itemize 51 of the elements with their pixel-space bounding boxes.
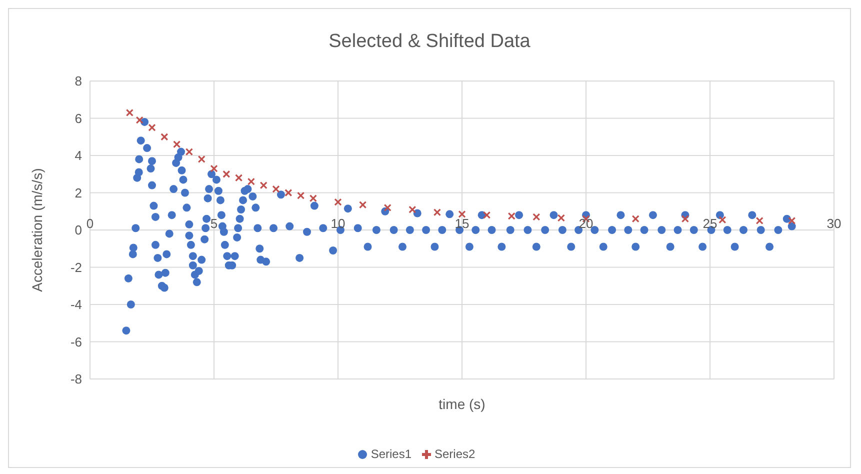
point bbox=[260, 182, 268, 190]
point bbox=[532, 213, 540, 221]
point bbox=[185, 148, 193, 156]
y-tick-label: 4 bbox=[74, 148, 82, 164]
y-tick-label: -2 bbox=[70, 260, 82, 275]
x-tick-label: 20 bbox=[578, 216, 594, 232]
point bbox=[136, 116, 144, 124]
point bbox=[173, 140, 181, 148]
point bbox=[284, 188, 292, 197]
y-tick-label: 8 bbox=[74, 74, 82, 89]
point bbox=[632, 215, 640, 223]
x-tick-label: 5 bbox=[210, 216, 218, 232]
point bbox=[718, 216, 726, 224]
chart-title: Selected & Shifted Data bbox=[328, 31, 532, 53]
x-tick-label: 15 bbox=[454, 216, 470, 232]
x-tick-label: 10 bbox=[330, 216, 346, 232]
y-tick-label: 6 bbox=[74, 110, 82, 126]
y-tick-label: -8 bbox=[70, 372, 82, 387]
point bbox=[198, 155, 206, 164]
y-axis-title: Acceleration (m/s/s) bbox=[28, 168, 45, 292]
point bbox=[334, 198, 342, 206]
point bbox=[557, 214, 565, 222]
legend-label: Series2 bbox=[434, 447, 476, 461]
point bbox=[210, 164, 218, 172]
point bbox=[160, 133, 168, 141]
y-tick-label: -4 bbox=[70, 297, 82, 312]
point bbox=[272, 185, 280, 193]
point bbox=[126, 108, 134, 116]
point bbox=[458, 210, 466, 218]
x-axis-title: time (s) bbox=[438, 396, 486, 412]
y-tick-label: 2 bbox=[74, 185, 82, 200]
point bbox=[483, 211, 491, 219]
point bbox=[681, 215, 689, 223]
x-tick-label: 30 bbox=[826, 216, 842, 232]
point bbox=[309, 194, 317, 202]
point bbox=[247, 178, 255, 186]
point bbox=[508, 212, 516, 220]
y-tick-label: -6 bbox=[70, 334, 82, 350]
point bbox=[788, 216, 796, 224]
point bbox=[359, 201, 367, 209]
point bbox=[756, 216, 764, 224]
x-tick-label: 25 bbox=[702, 216, 718, 232]
x-tick-label: 0 bbox=[86, 216, 94, 232]
point bbox=[148, 124, 156, 132]
point bbox=[222, 170, 230, 178]
point bbox=[235, 174, 243, 182]
legend-label: Series1 bbox=[370, 447, 412, 461]
point bbox=[433, 208, 441, 216]
point bbox=[297, 192, 305, 200]
point bbox=[384, 204, 392, 212]
point bbox=[408, 206, 416, 214]
